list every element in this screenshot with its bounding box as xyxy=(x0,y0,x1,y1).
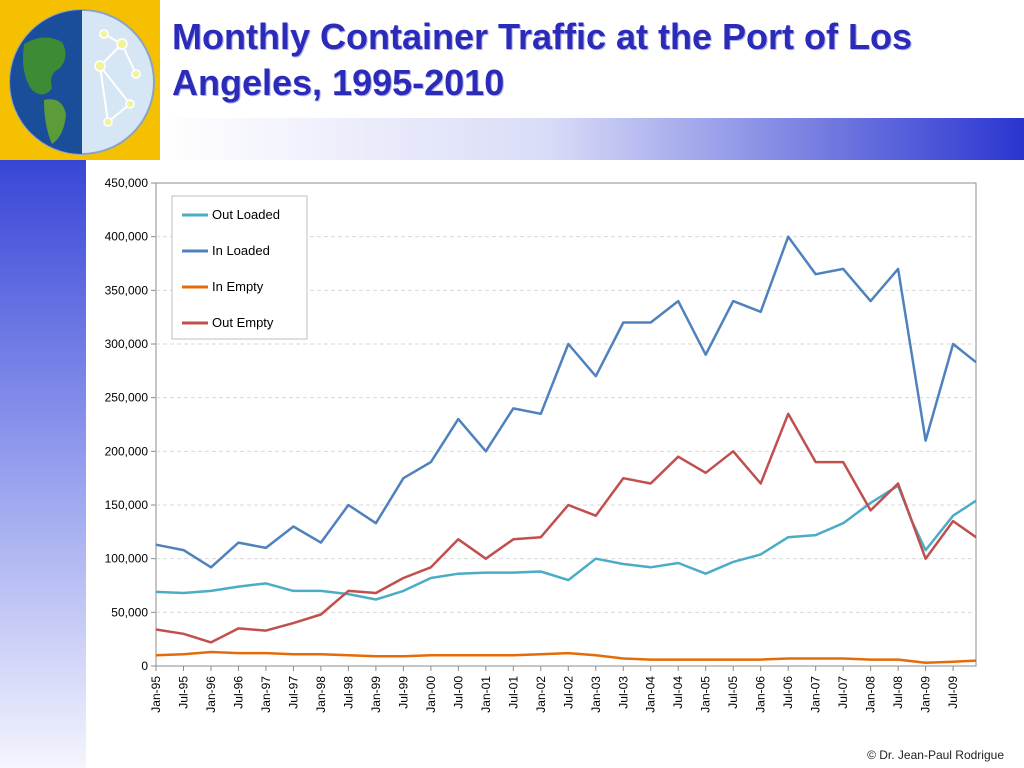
legend-box xyxy=(171,195,308,340)
y-tick-label: 450,000 xyxy=(105,176,149,190)
x-tick-label: Jul-96 xyxy=(231,676,245,709)
y-tick-label: 150,000 xyxy=(105,498,149,512)
legend-label: Out Empty xyxy=(212,315,274,330)
globe-network-logo xyxy=(9,9,155,155)
x-tick-label: Jul-05 xyxy=(726,676,740,709)
series-line xyxy=(155,484,977,601)
x-tick-label: Jul-00 xyxy=(451,676,465,709)
x-tick-label: Jul-03 xyxy=(616,676,630,709)
y-tick-label: 50,000 xyxy=(111,605,148,619)
x-tick-label: Jan-99 xyxy=(369,676,383,713)
x-tick-label: Jan-04 xyxy=(644,676,658,713)
x-tick-label: Jan-05 xyxy=(699,676,713,713)
legend-label: In Empty xyxy=(212,279,264,294)
y-tick-label: 300,000 xyxy=(105,337,149,351)
x-tick-label: Jul-99 xyxy=(396,676,410,709)
x-tick-label: Jul-97 xyxy=(286,676,300,709)
y-tick-label: 0 xyxy=(141,659,148,673)
series-line xyxy=(155,412,977,644)
x-tick-label: Jul-02 xyxy=(561,676,575,709)
x-tick-label: Jul-08 xyxy=(891,676,905,709)
x-tick-label: Jul-98 xyxy=(341,676,355,709)
x-tick-label: Jan-09 xyxy=(919,676,933,713)
x-tick-label: Jan-00 xyxy=(424,676,438,713)
x-tick-label: Jan-95 xyxy=(149,676,163,713)
x-tick-label: Jul-09 xyxy=(946,676,960,709)
x-tick-label: Jan-03 xyxy=(589,676,603,713)
legend-label: Out Loaded xyxy=(212,207,280,222)
x-tick-label: Jan-98 xyxy=(314,676,328,713)
legend: Out Loaded In Loaded In Empty Out Empty xyxy=(171,195,308,340)
y-tick-label: 400,000 xyxy=(105,230,149,244)
x-tick-label: Jul-01 xyxy=(506,676,520,709)
x-tick-label: Jul-07 xyxy=(836,676,850,709)
y-tick-label: 350,000 xyxy=(105,283,149,297)
x-tick-label: Jan-96 xyxy=(204,676,218,713)
y-tick-label: 250,000 xyxy=(105,391,149,405)
x-tick-label: Jul-04 xyxy=(671,676,685,709)
x-tick-label: Jul-06 xyxy=(781,676,795,709)
x-tick-label: Jan-97 xyxy=(259,676,273,713)
x-tick-label: Jul-95 xyxy=(176,676,190,709)
series-line xyxy=(155,650,977,665)
slide-title: Monthly Container Traffic at the Port of… xyxy=(172,16,913,103)
y-tick-label: 100,000 xyxy=(105,552,149,566)
y-tick-label: 200,000 xyxy=(105,444,149,458)
x-tick-label: Jan-08 xyxy=(864,676,878,713)
copyright-notice: © Dr. Jean-Paul Rodrigue xyxy=(867,748,1004,762)
x-tick-label: Jan-07 xyxy=(809,676,823,713)
x-tick-label: Jan-02 xyxy=(534,676,548,713)
legend-label: In Loaded xyxy=(212,243,270,258)
series-line xyxy=(155,235,977,569)
x-tick-label: Jan-06 xyxy=(754,676,768,713)
container-traffic-chart: 0 50,000 100,000 150,000 200,000 250,000 300,0… xyxy=(105,176,977,713)
header-gradient-band xyxy=(160,118,1024,160)
left-gradient-bar xyxy=(0,160,86,768)
x-tick-label: Jan-01 xyxy=(479,676,493,713)
